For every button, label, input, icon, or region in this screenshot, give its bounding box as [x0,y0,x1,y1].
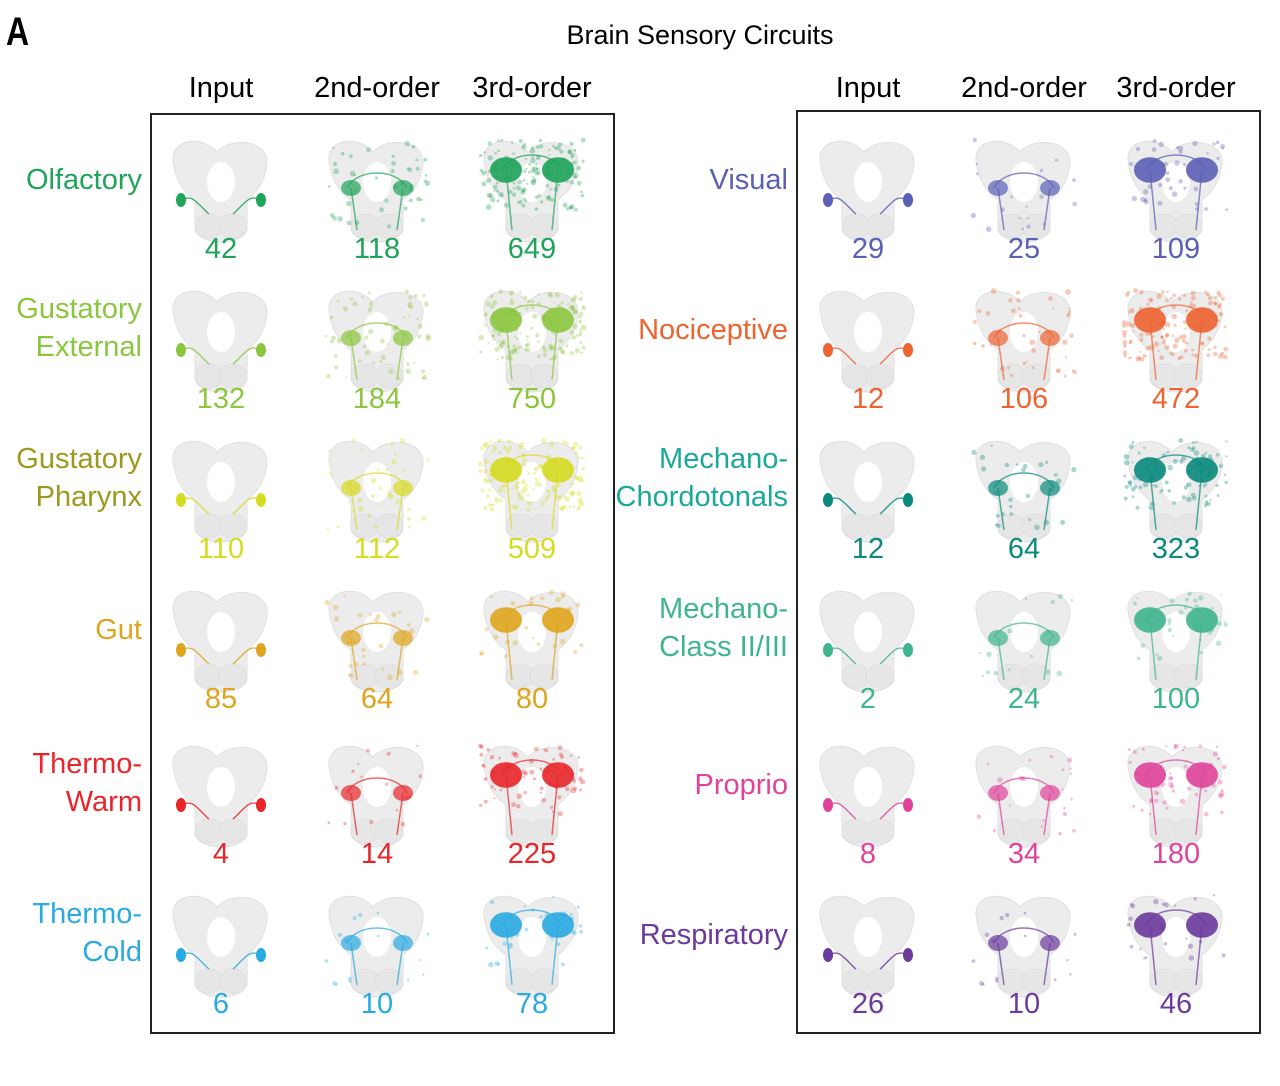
brain-neuron-rendering [964,430,1084,555]
brain-neuron-rendering [317,580,437,705]
column-header-left-1: 2nd-order [314,72,440,104]
row-label: Thermo- Cold [32,898,142,968]
brain-neuron-rendering [1116,580,1236,705]
neuron-count: 80 [515,683,549,715]
brain-neuron-rendering [472,430,592,555]
row-label: Gut [95,614,142,646]
neuron-count: 4 [212,838,230,870]
brain-neuron-rendering [808,580,928,705]
brain-neuron-rendering [472,885,592,1010]
brain-neuron-rendering [161,130,281,255]
column-header-right-0: Input [835,72,901,104]
column-header-left-2: 3rd-order [472,72,592,104]
brain-neuron-rendering [161,885,281,1010]
figure-title: Brain Sensory Circuits [566,20,834,50]
neuron-count: 46 [1159,988,1193,1020]
neuron-count: 8 [859,838,877,870]
neuron-count: 750 [507,383,557,415]
neuron-count: 106 [999,383,1049,415]
brain-neuron-rendering [472,280,592,405]
brain-neuron-rendering [808,735,928,860]
brain-neuron-rendering [1116,430,1236,555]
row-label: Nociceptive [638,314,788,346]
brain-neuron-rendering [808,885,928,1010]
right-panel-frame [796,110,1261,1034]
brain-neuron-rendering [472,130,592,255]
brain-neuron-rendering [317,280,437,405]
brain-neuron-rendering [161,580,281,705]
brain-neuron-rendering [317,430,437,555]
neuron-count: 472 [1151,383,1201,415]
neuron-count: 12 [851,533,885,565]
brain-neuron-rendering [964,735,1084,860]
neuron-count: 64 [1007,533,1041,565]
neuron-count: 42 [204,233,238,265]
brain-neuron-rendering [161,735,281,860]
neuron-count: 184 [352,383,402,415]
brain-neuron-rendering [1116,885,1236,1010]
row-label: Mechano- Class II/III [659,593,788,663]
neuron-count: 78 [515,988,549,1020]
row-label: Respiratory [639,919,788,951]
brain-neuron-rendering [808,280,928,405]
neuron-count: 225 [507,838,557,870]
neuron-count: 132 [196,383,246,415]
brain-neuron-rendering [472,735,592,860]
brain-neuron-rendering [472,580,592,705]
row-label: Proprio [694,769,789,801]
neuron-count: 509 [507,533,557,565]
neuron-count: 110 [197,533,245,565]
left-panel-frame [150,113,615,1034]
row-label: Mechano- Chordotonals [615,443,789,513]
neuron-count: 29 [851,233,885,265]
brain-neuron-rendering [1116,735,1236,860]
neuron-count: 649 [507,233,557,265]
column-header-right-1: 2nd-order [961,72,1087,104]
brain-neuron-rendering [964,130,1084,255]
neuron-count: 180 [1151,838,1201,870]
neuron-count: 24 [1007,683,1041,715]
neuron-count: 12 [851,383,885,415]
neuron-count: 25 [1007,233,1041,265]
neuron-count: 118 [353,233,401,265]
neuron-count: 112 [353,533,401,565]
neuron-count: 34 [1007,838,1041,870]
panel-letter: A [6,10,30,54]
brain-neuron-rendering [317,885,437,1010]
neuron-count: 10 [1007,988,1041,1020]
row-label: Olfactory [25,164,142,196]
neuron-count: 64 [360,683,394,715]
brain-neuron-rendering [317,735,437,860]
neuron-count: 6 [212,988,230,1020]
brain-neuron-rendering [161,430,281,555]
brain-neuron-rendering [808,430,928,555]
brain-neuron-rendering [317,130,437,255]
neuron-count: 26 [851,988,885,1020]
brain-neuron-rendering [964,885,1084,1010]
row-label: Gustatory External [16,293,142,363]
brain-neuron-rendering [964,580,1084,705]
brain-neuron-rendering [1116,280,1236,405]
neuron-count: 100 [1151,683,1201,715]
neuron-count: 85 [204,683,238,715]
row-label: Visual [709,164,788,196]
column-header-right-2: 3rd-order [1116,72,1236,104]
neuron-count: 10 [360,988,394,1020]
neuron-count: 109 [1151,233,1201,265]
column-header-left-0: Input [188,72,254,104]
brain-neuron-rendering [808,130,928,255]
brain-neuron-rendering [964,280,1084,405]
row-label: Gustatory Pharynx [16,443,142,513]
neuron-count: 14 [360,838,394,870]
neuron-count: 323 [1151,533,1201,565]
neuron-count: 2 [859,683,877,715]
row-label: Thermo- Warm [32,748,142,818]
brain-neuron-rendering [161,280,281,405]
brain-neuron-rendering [1116,130,1236,255]
